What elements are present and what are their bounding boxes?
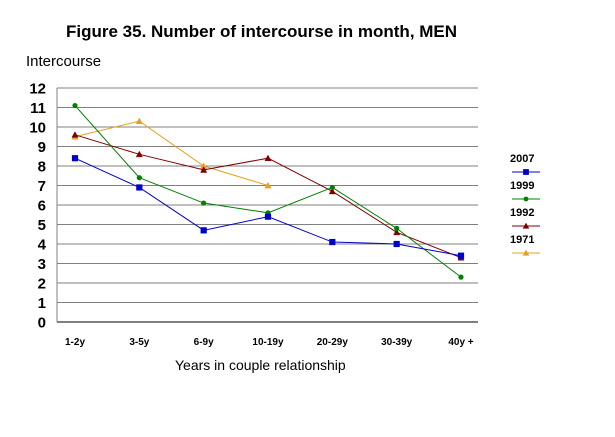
series-line xyxy=(74,105,462,278)
series-1971 xyxy=(71,117,272,189)
data-point xyxy=(71,155,79,162)
data-point xyxy=(264,213,272,220)
chart-title: Figure 35. Number of intercourse in mont… xyxy=(66,22,457,41)
legend-label: 1999 xyxy=(510,180,534,192)
data-point xyxy=(393,240,400,248)
y-tick-label: 11 xyxy=(30,100,46,117)
data-point xyxy=(201,200,207,206)
data-point xyxy=(523,196,529,202)
data-point xyxy=(264,181,272,189)
y-tick-label: 1 xyxy=(38,295,46,312)
data-point xyxy=(200,166,208,173)
y-tick-label: 8 xyxy=(38,159,46,176)
y-axis-label: Intercourse xyxy=(26,53,101,70)
legend: 2007 1999 1992 1971 xyxy=(510,153,540,256)
x-axis-ticks: 1-2y 3-5y 6-9y 10-19y 20-29y 30-39y 40y + xyxy=(65,337,474,348)
series-2007 xyxy=(71,155,465,259)
y-tick-label: 12 xyxy=(29,81,46,98)
series-line xyxy=(74,134,462,259)
y-tick-label: 6 xyxy=(38,198,46,215)
x-tick-label: 1-2y xyxy=(65,337,85,348)
data-point xyxy=(264,154,272,162)
data-point xyxy=(71,131,79,138)
y-tick-label: 7 xyxy=(38,178,46,195)
y-tick-label: 9 xyxy=(38,139,46,156)
data-point xyxy=(135,150,143,158)
y-tick-label: 4 xyxy=(38,237,47,254)
data-point xyxy=(393,228,401,236)
x-tick-label: 3-5y xyxy=(129,337,149,348)
data-point xyxy=(523,169,529,175)
x-axis-label: Years in couple relationship xyxy=(175,357,346,373)
legend-label: 1971 xyxy=(510,234,534,246)
data-point xyxy=(329,184,335,191)
x-tick-label: 20-29y xyxy=(317,337,349,348)
y-tick-label: 2 xyxy=(38,276,46,293)
series-1992 xyxy=(71,131,465,261)
series-line xyxy=(74,157,462,257)
data-point xyxy=(329,238,336,246)
y-tick-label: 3 xyxy=(38,256,46,273)
x-tick-label: 40y + xyxy=(448,337,473,348)
data-point xyxy=(458,274,464,280)
data-point xyxy=(394,225,400,231)
data-point xyxy=(200,227,207,234)
x-tick-label: 10-19y xyxy=(252,337,284,348)
data-point xyxy=(136,184,143,191)
y-tick-label: 0 xyxy=(38,315,46,332)
data-point xyxy=(522,222,530,229)
series-lines xyxy=(71,102,465,280)
y-tick-label: 10 xyxy=(29,120,46,137)
data-point xyxy=(136,175,142,181)
legend-label: 1992 xyxy=(510,207,534,219)
data-point xyxy=(328,187,336,195)
legend-label: 2007 xyxy=(510,153,534,165)
series-line xyxy=(74,120,269,186)
data-point xyxy=(72,102,78,109)
x-tick-label: 6-9y xyxy=(194,337,214,348)
series-1999 xyxy=(72,102,464,280)
data-point xyxy=(457,252,465,259)
y-tick-label: 5 xyxy=(38,217,46,234)
x-tick-label: 30-39y xyxy=(381,337,413,348)
data-point xyxy=(522,249,530,256)
grid xyxy=(56,87,478,323)
data-point xyxy=(135,117,143,124)
